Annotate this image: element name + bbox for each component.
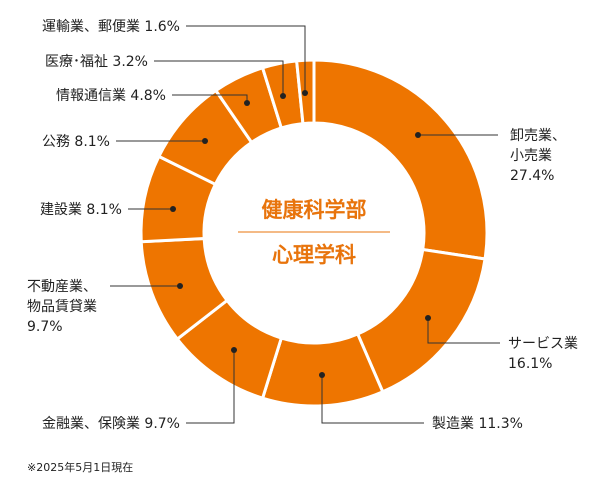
leader-dot-2	[425, 315, 431, 321]
slice-labels: 卸売業、小売業 27.4% サービス業 16.1% 製造業 11.3% 金融業、保険業 9…	[27, 19, 578, 432]
leader-lines	[110, 25, 500, 424]
leader-dot-6	[170, 206, 176, 212]
leader-line-10	[186, 25, 306, 93]
donut-slices	[139, 58, 489, 408]
slice-label-3: 製造業 11.3%	[432, 416, 523, 432]
leader-line-2	[427, 318, 500, 344]
slice-label-9: 医療･福祉 3.2%	[45, 53, 148, 70]
leader-dot-9	[280, 93, 286, 99]
slice-label-4: 金融業、保険業 9.7%	[42, 416, 180, 432]
slice-1	[312, 58, 489, 261]
footnote: ※2025年5月1日現在	[27, 460, 133, 474]
slice-label-8: 情報通信業 4.8%	[56, 88, 166, 104]
slice-2	[355, 247, 487, 394]
slice-label-10: 運輸業、郵便業 1.6%	[42, 19, 180, 35]
chart-title: 健康科学部	[262, 198, 367, 222]
chart-subtitle: 心理学科	[272, 243, 356, 267]
leader-dot-3	[319, 372, 325, 378]
leader-dot-1	[415, 132, 421, 138]
leader-dot-7	[202, 138, 208, 144]
leader-dot-8	[244, 100, 250, 106]
leader-line-3	[321, 375, 424, 424]
slice-label-7: 公務 8.1%	[42, 134, 110, 150]
slice-label-6: 建設業 8.1%	[40, 202, 122, 218]
slice-label-2: サービス業 16.1%	[508, 336, 578, 372]
leader-line-9	[154, 60, 284, 96]
slice-label-5: 不動産業、物品賃貸業 9.7%	[27, 279, 97, 335]
leader-dot-5	[177, 283, 183, 289]
leader-line-4	[186, 350, 235, 424]
leader-dot-4	[231, 347, 237, 353]
leader-dot-10	[302, 90, 308, 96]
slice-label-1: 卸売業、小売業 27.4%	[510, 128, 566, 184]
